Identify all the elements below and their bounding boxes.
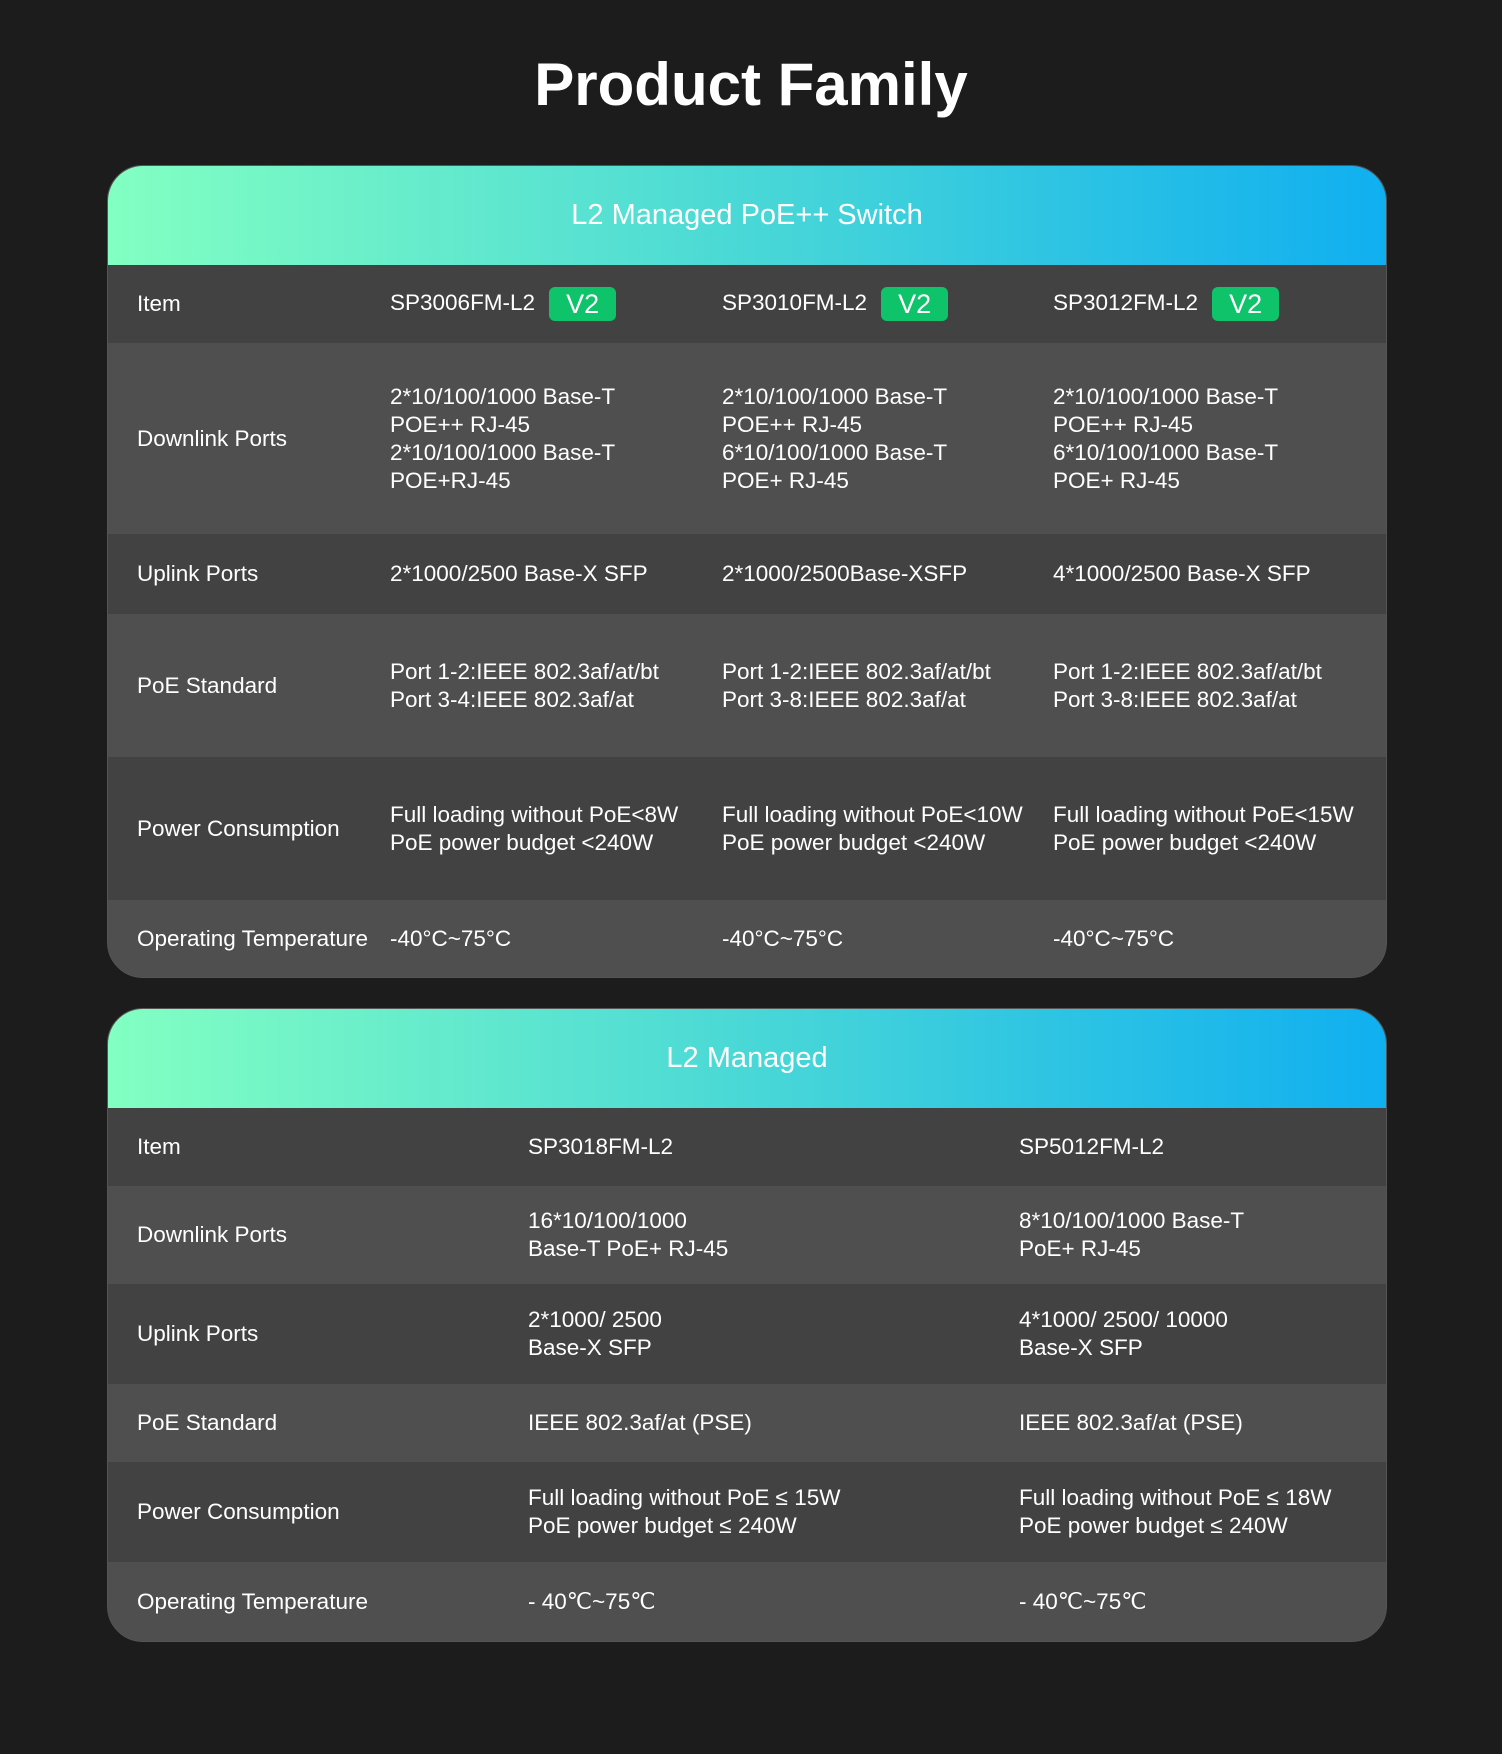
table-cell: Port 1-2:IEEE 802.3af/at/bt Port 3-8:IEE… — [1053, 658, 1322, 714]
table-row: Operating Temperature -40°C~75°C -40°C~75°… — [108, 900, 1386, 977]
table-cell: SP3012FM-L2 V2 — [1053, 287, 1280, 321]
table-row: Downlink Ports 2*10/100/1000 Base-T POE++… — [108, 343, 1386, 534]
cell-text: Full loading without PoE ≤ 15W PoE power… — [528, 1485, 841, 1538]
row-label: Downlink Ports — [137, 425, 288, 451]
cell-text: Port 1-2:IEEE 802.3af/at/bt Port 3-8:IEE… — [1053, 658, 1322, 712]
row-label: Item — [137, 1134, 181, 1159]
cell-text: IEEE 802.3af/at (PSE) — [1019, 1410, 1243, 1435]
table-cell: 2*10/100/1000 Base-T POE++ RJ-45 6*10/10… — [1053, 383, 1278, 495]
table-cell: 2*1000/2500 Base-X SFP — [390, 560, 648, 588]
cell-text: 2*10/100/1000 Base-T POE++ RJ-45 6*10/10… — [1053, 383, 1279, 493]
cell-text: SP3012FM-L2 — [1053, 289, 1199, 315]
row-label: Item — [137, 291, 181, 316]
table-cell: SP3010FM-L2 V2 — [722, 287, 949, 321]
table-cell: SP3006FM-L2 V2 — [390, 287, 617, 321]
table-cell: 4*1000/2500 Base-X SFP — [1053, 560, 1311, 588]
table-cell: Full loading without PoE<15W PoE power b… — [1053, 801, 1354, 857]
table-cell: - 40℃~75℃ — [528, 1588, 655, 1616]
cell-text: SP3018FM-L2 — [528, 1134, 674, 1159]
table-cell: Port 1-2:IEEE 802.3af/at/bt Port 3-8:IEE… — [722, 658, 991, 714]
cell-text: IEEE 802.3af/at (PSE) — [528, 1410, 752, 1435]
table-row: Item SP3018FM-L2 SP5012FM-L2 — [108, 1108, 1386, 1186]
table-row: Uplink Ports 2*1000/ 2500 Base-X SFP 4*100… — [108, 1284, 1386, 1384]
cell-text: - 40℃~75℃ — [1019, 1588, 1147, 1614]
cell-text: - 40℃~75℃ — [528, 1588, 656, 1614]
cell-text: Full loading without PoE<15W PoE power b… — [1053, 801, 1354, 855]
table-cell: SP5012FM-L2 — [1019, 1133, 1164, 1161]
cell-text: SP3006FM-L2 — [390, 289, 536, 315]
l2-managed-table: L2 Managed Item SP3018FM-L2 SP5012FM-L2 Dow… — [107, 1008, 1387, 1642]
cell-text: Port 1-2:IEEE 802.3af/at/bt Port 3-4:IEE… — [390, 658, 659, 712]
table-header: L2 Managed — [108, 1009, 1386, 1108]
cell-text: Full loading without PoE<10W PoE power b… — [722, 801, 1023, 855]
table-cell: Full loading without PoE ≤ 15W PoE power… — [528, 1484, 841, 1540]
row-label: PoE Standard — [137, 672, 278, 698]
cell-text: 4*1000/ 2500/ 10000 Base-X SFP — [1019, 1307, 1228, 1360]
cell-text: Full loading without PoE ≤ 18W PoE power… — [1019, 1485, 1332, 1538]
table-row: Power Consumption Full loading without Po… — [108, 1462, 1386, 1562]
row-label: Downlink Ports — [137, 1222, 288, 1247]
version-badge: V2 — [549, 287, 617, 321]
table-row: PoE Standard Port 1-2:IEEE 802.3af/at/bt … — [108, 614, 1386, 757]
table-row: Operating Temperature - 40℃~75℃ - 40℃~75℃ — [108, 1562, 1386, 1641]
cell-text: Port 1-2:IEEE 802.3af/at/bt Port 3-8:IEE… — [722, 658, 991, 712]
table-cell: SP3018FM-L2 — [528, 1133, 673, 1161]
table-cell: 2*10/100/1000 Base-T POE++ RJ-45 2*10/10… — [390, 383, 615, 495]
table-row: Item SP3006FM-L2 V2 SP3010FM-L2 V2 SP3012FM-L… — [108, 265, 1386, 343]
row-label: PoE Standard — [137, 1410, 278, 1435]
row-label: Uplink Ports — [137, 1321, 259, 1346]
cell-text: -40°C~75°C — [1053, 925, 1175, 951]
cell-text: 4*1000/2500 Base-X SFP — [1053, 561, 1311, 586]
version-badge: V2 — [881, 287, 949, 321]
table-cell: Full loading without PoE ≤ 18W PoE power… — [1019, 1484, 1332, 1540]
table-cell: 2*1000/ 2500 Base-X SFP — [528, 1306, 662, 1362]
table-cell: -40°C~75°C — [1053, 925, 1174, 953]
table-header: L2 Managed PoE++ Switch — [108, 166, 1386, 265]
table-cell: Full loading without PoE<10W PoE power b… — [722, 801, 1023, 857]
page-title: Product Family — [534, 51, 968, 118]
cell-text: Full loading without PoE<8W PoE power bu… — [390, 801, 679, 855]
cell-text: 16*10/100/1000 Base-T PoE+ RJ-45 — [528, 1208, 729, 1261]
table-cell: Full loading without PoE<8W PoE power bu… — [390, 801, 678, 857]
version-badge: V2 — [1212, 287, 1280, 321]
cell-text: -40°C~75°C — [722, 925, 844, 951]
row-label: Operating Temperature — [137, 1588, 368, 1614]
row-label: Power Consumption — [137, 1499, 340, 1524]
table-cell: 16*10/100/1000 Base-T PoE+ RJ-45 — [528, 1207, 728, 1263]
table-row: Power Consumption Full loading without Po… — [108, 757, 1386, 900]
poe-switch-table: L2 Managed PoE++ Switch Item SP3006FM-L2 V… — [107, 165, 1387, 978]
table-cell: 2*1000/2500Base-XSFP — [722, 560, 967, 588]
table-cell: IEEE 802.3af/at (PSE) — [528, 1409, 752, 1437]
cell-text: 2*1000/2500 Base-X SFP — [390, 561, 648, 586]
table-cell: 4*1000/ 2500/ 10000 Base-X SFP — [1019, 1306, 1228, 1362]
table-cell: - 40℃~75℃ — [1019, 1588, 1146, 1616]
cell-text: 2*1000/ 2500 Base-X SFP — [528, 1307, 662, 1360]
cell-text: 8*10/100/1000 Base-T PoE+ RJ-45 — [1019, 1208, 1245, 1261]
table-cell: -40°C~75°C — [390, 925, 511, 953]
row-label: Operating Temperature — [137, 925, 368, 951]
cell-text: 2*1000/2500Base-XSFP — [722, 561, 968, 586]
cell-text: -40°C~75°C — [390, 925, 512, 951]
cell-text: SP5012FM-L2 — [1019, 1134, 1165, 1159]
row-label: Power Consumption — [137, 815, 340, 841]
table-cell: 2*10/100/1000 Base-T POE++ RJ-45 6*10/10… — [722, 383, 947, 495]
table-cell: IEEE 802.3af/at (PSE) — [1019, 1409, 1243, 1437]
table-cell: 8*10/100/1000 Base-T PoE+ RJ-45 — [1019, 1207, 1244, 1263]
table-cell: -40°C~75°C — [722, 925, 843, 953]
cell-text: 2*10/100/1000 Base-T POE++ RJ-45 2*10/10… — [390, 383, 616, 493]
row-label: Uplink Ports — [137, 561, 259, 586]
table-row: PoE Standard IEEE 802.3af/at (PSE) IEEE 80… — [108, 1384, 1386, 1462]
cell-text: 2*10/100/1000 Base-T POE++ RJ-45 6*10/10… — [722, 383, 948, 493]
table-row: Uplink Ports 2*1000/2500 Base-X SFP 2*1000… — [108, 534, 1386, 614]
table-row: Downlink Ports 16*10/100/1000 Base-T PoE+… — [108, 1186, 1386, 1284]
cell-text: SP3010FM-L2 — [722, 289, 868, 315]
table-cell: Port 1-2:IEEE 802.3af/at/bt Port 3-4:IEE… — [390, 658, 659, 714]
